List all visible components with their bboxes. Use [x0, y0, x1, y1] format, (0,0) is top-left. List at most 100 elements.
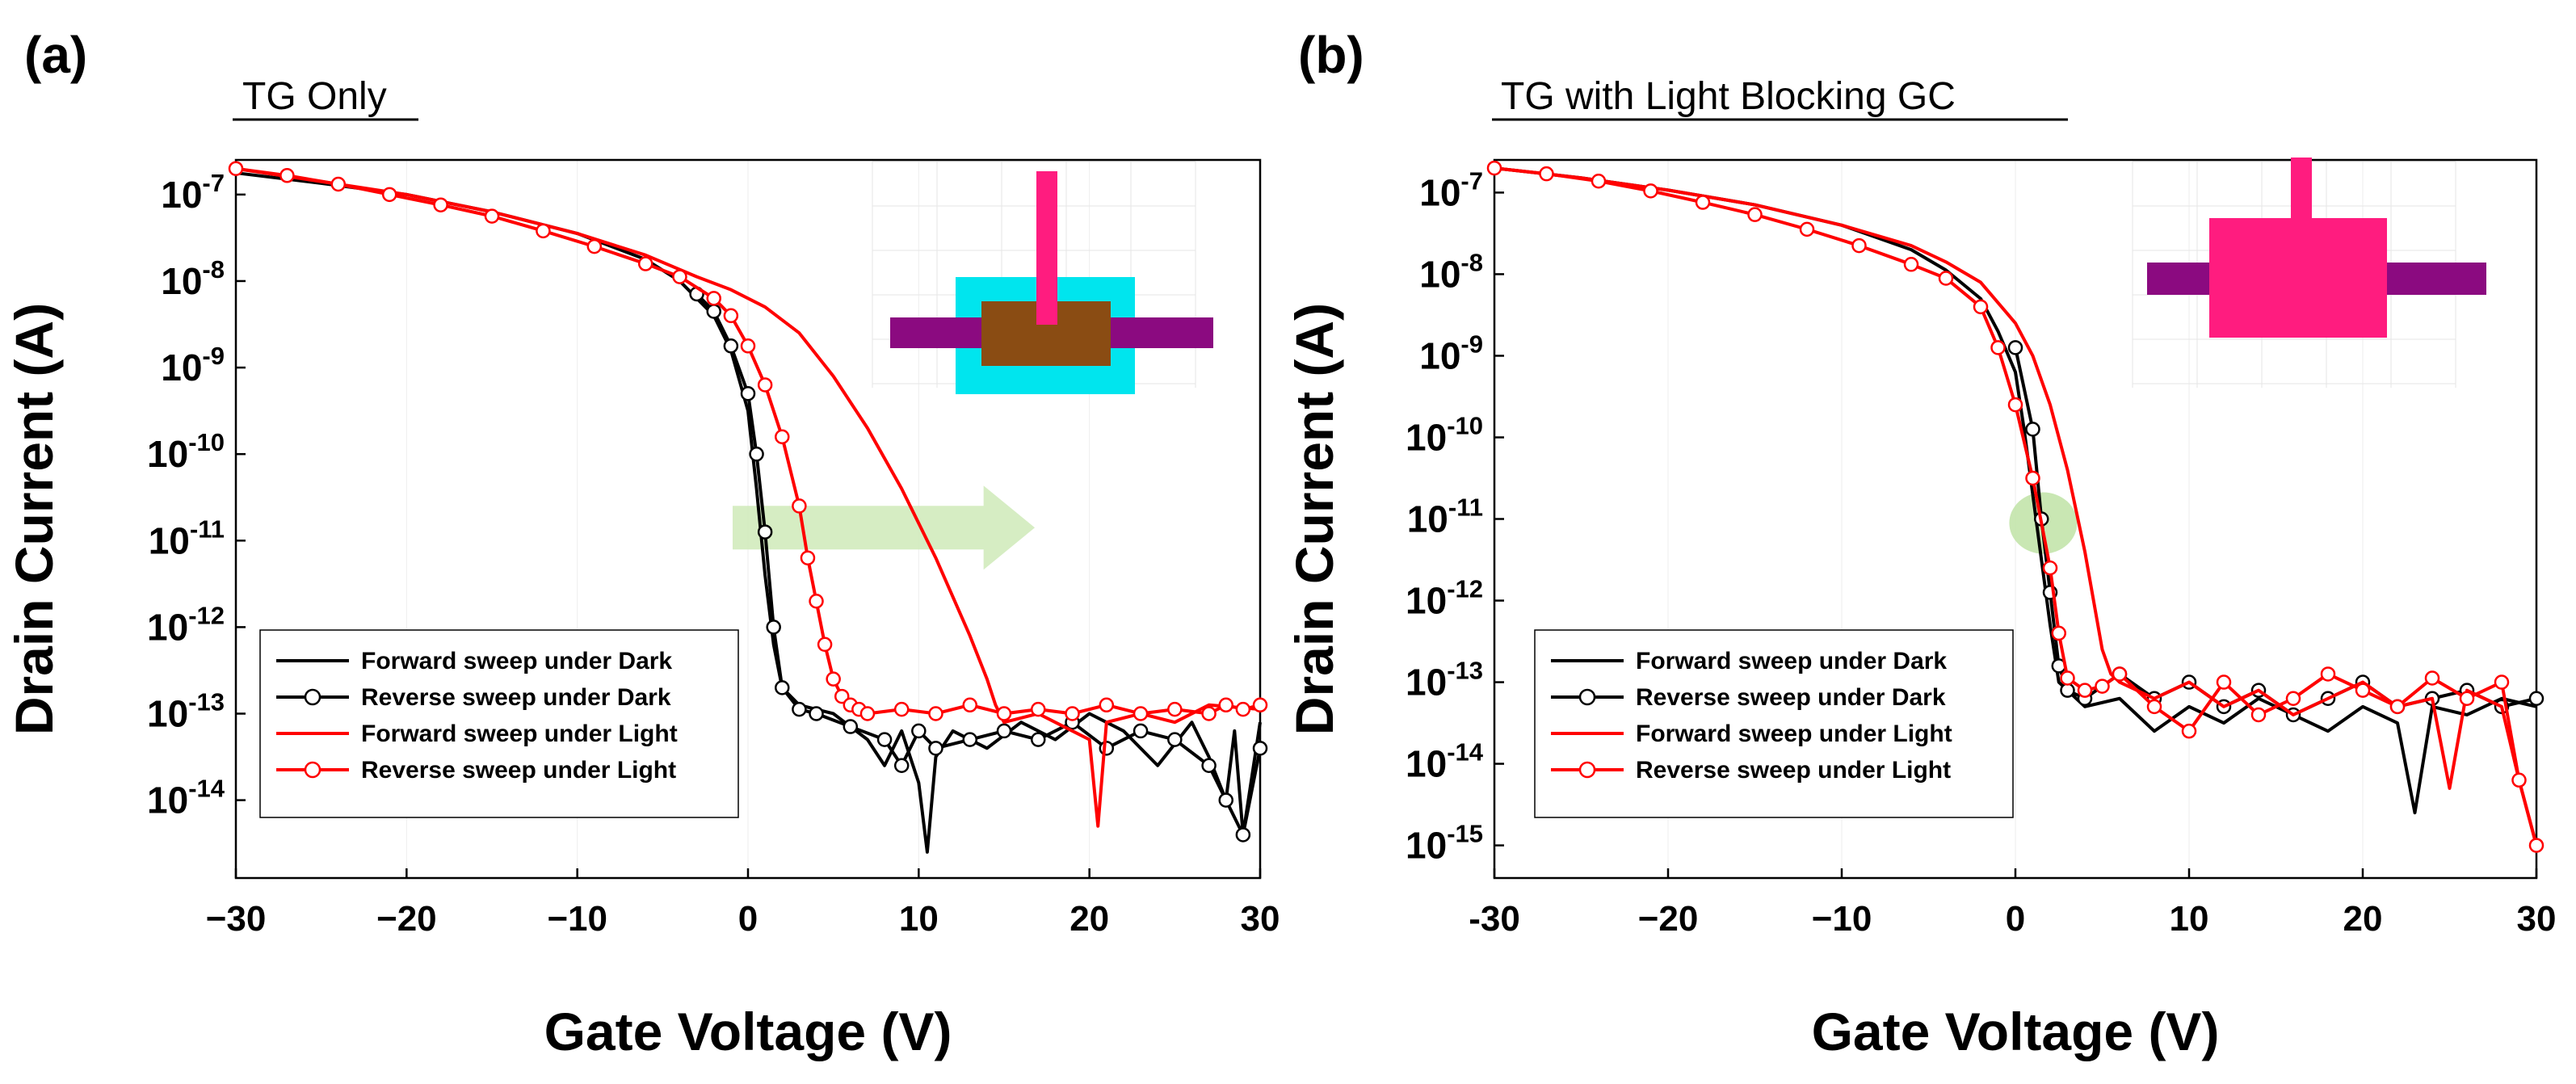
panel-label: (b) [1298, 26, 1364, 84]
data-point [2146, 699, 2162, 715]
data-point [1235, 827, 1251, 842]
legend-entry: Reverse sweep under Dark [361, 684, 671, 711]
data-point [792, 701, 807, 717]
data-point [757, 524, 773, 540]
data-point [800, 550, 816, 565]
inset-device-schematic [872, 161, 1213, 394]
x-tick-label: 30 [2517, 899, 2557, 939]
data-point [1539, 166, 1554, 182]
x-axis-label: Gate Voltage (V) [1812, 1002, 2220, 1061]
series-reverse-sweep-under-dark [2007, 340, 2544, 723]
inset-top-gate [2291, 158, 2312, 222]
legend-swatch-marker [304, 761, 321, 779]
data-point [433, 197, 448, 212]
inset-top-gate [1036, 171, 1057, 325]
data-point [2494, 674, 2510, 690]
data-point [1747, 207, 1763, 222]
x-tick-label: 10 [899, 899, 939, 939]
data-point [1167, 732, 1183, 747]
data-point [2060, 683, 2075, 698]
y-tick-label: 10-9 [1419, 330, 1483, 376]
y-tick-label: 10-12 [147, 601, 225, 648]
y-tick-label: 10-10 [147, 428, 225, 475]
y-tick-label: 10-14 [147, 775, 225, 821]
legend-swatch-marker [1578, 761, 1596, 779]
data-point [893, 701, 910, 717]
data-point [809, 706, 824, 721]
data-point [1218, 792, 1233, 808]
legend-entry: Forward sweep under Dark [361, 648, 672, 674]
data-point [1252, 697, 1268, 713]
y-tick-label: 10-7 [161, 169, 225, 216]
data-point [1201, 706, 1217, 721]
data-point [2528, 691, 2544, 706]
data-point [706, 291, 721, 306]
data-point [1486, 160, 1502, 176]
data-point [1235, 701, 1251, 717]
y-tick-label: 10-11 [1407, 494, 1483, 540]
data-point [775, 680, 790, 695]
x-tick-label: 20 [1069, 899, 1109, 939]
y-tick-label: 10-13 [147, 687, 225, 734]
y-tick-label: 10-12 [1406, 575, 1483, 622]
legend-entry: Reverse sweep under Light [1636, 757, 1951, 784]
data-point [1099, 741, 1115, 756]
legend-entry: Forward sweep under Light [1636, 721, 1952, 747]
legend-entry: Reverse sweep under Dark [1636, 684, 1946, 711]
data-point [637, 256, 653, 271]
data-point [1643, 183, 1658, 199]
data-point [1201, 758, 1217, 774]
panel-label: (a) [24, 26, 87, 84]
data-point [749, 446, 764, 462]
data-point [2007, 397, 2023, 413]
data-point [1031, 732, 1046, 747]
data-point [911, 723, 927, 739]
data-point [228, 161, 244, 176]
data-point [2051, 625, 2066, 641]
panel-title: TG Only [242, 75, 387, 118]
data-point [2007, 340, 2023, 355]
data-point [723, 338, 739, 354]
data-point [1695, 195, 1711, 210]
series-line [2014, 347, 2537, 716]
legend-swatch-marker [1578, 688, 1596, 706]
data-point [740, 338, 756, 354]
data-point [834, 688, 850, 704]
x-tick-label: 30 [1241, 899, 1280, 939]
x-tick-label: 20 [2343, 899, 2383, 939]
legend-entry: Reverse sweep under Light [361, 757, 676, 784]
series-line [235, 166, 1261, 828]
data-point [928, 741, 943, 756]
data-point [1218, 697, 1233, 713]
y-axis-label: Drain Current (A) [1284, 303, 1344, 735]
data-point [2355, 683, 2371, 698]
x-tick-label: −10 [547, 899, 607, 939]
data-point [2025, 422, 2040, 437]
data-point [2424, 670, 2440, 686]
y-tick-label: 10-13 [1406, 657, 1483, 704]
data-point [2285, 691, 2301, 706]
y-tick-label: 10-8 [1419, 248, 1483, 295]
data-point [2216, 674, 2232, 690]
series-forward-sweep-under-light [235, 166, 1261, 828]
data-point [2511, 772, 2527, 788]
data-point [381, 187, 397, 203]
data-point [809, 594, 824, 609]
data-point [2528, 838, 2544, 853]
data-point [2112, 666, 2128, 682]
shift-arrow [732, 485, 1036, 570]
data-point [672, 269, 687, 284]
inset-device-schematic [2132, 158, 2486, 388]
series-line [1494, 166, 2538, 847]
data-point [1938, 271, 1954, 286]
data-point [1903, 257, 1919, 272]
data-point [893, 758, 910, 774]
data-point [766, 620, 781, 635]
x-tick-label: 10 [2170, 899, 2209, 939]
y-tick-label: 10-11 [149, 515, 225, 561]
data-point [1252, 741, 1268, 756]
data-point [876, 732, 893, 747]
x-tick-label: −20 [376, 899, 437, 939]
data-point [2077, 683, 2093, 698]
data-point [962, 697, 977, 713]
